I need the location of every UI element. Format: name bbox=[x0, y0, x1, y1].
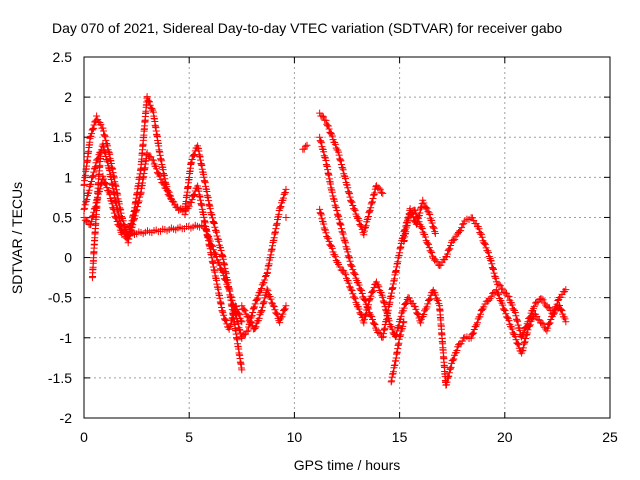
series-trace3 bbox=[80, 172, 290, 342]
x-axis-label: GPS time / hours bbox=[294, 457, 401, 473]
y-tick-label: -0.5 bbox=[48, 290, 72, 306]
x-tick-label: 25 bbox=[602, 429, 618, 445]
y-tick-label: -2 bbox=[60, 410, 73, 426]
grid bbox=[84, 57, 610, 418]
x-tick-label: 10 bbox=[287, 429, 303, 445]
chart-title: Day 070 of 2021, Sidereal Day-to-day VTE… bbox=[52, 20, 562, 36]
x-tick-label: 15 bbox=[392, 429, 408, 445]
series-trace1 bbox=[80, 93, 246, 333]
series-trace12 bbox=[400, 196, 439, 246]
x-tick-label: 20 bbox=[497, 429, 513, 445]
series-trace11 bbox=[387, 318, 408, 386]
data-marks bbox=[80, 93, 570, 389]
series-trace6 bbox=[282, 213, 290, 221]
y-tick-label: -1 bbox=[60, 330, 73, 346]
y-tick-label: 0 bbox=[64, 250, 72, 266]
series-trace5 bbox=[238, 285, 290, 333]
y-tick-label: 1 bbox=[64, 169, 72, 185]
series-trace7 bbox=[299, 141, 311, 153]
y-tick-label: -1.5 bbox=[48, 370, 72, 386]
axis-ticks: 0 5 10 15 20 25 -2 -1.5 -1 -0.5 0 0.5 1 1.5 2 2.5 bbox=[48, 49, 618, 445]
x-tick-label: 0 bbox=[80, 429, 88, 445]
y-tick-label: 2.5 bbox=[53, 49, 73, 65]
y-tick-label: 0.5 bbox=[53, 209, 73, 225]
series-trace10 bbox=[316, 205, 570, 389]
series-trace4 bbox=[88, 149, 105, 282]
series-trace8 bbox=[316, 109, 387, 239]
y-tick-label: 1.5 bbox=[53, 129, 73, 145]
y-axis-label: SDTVAR / TECUs bbox=[9, 182, 25, 294]
plot-frame bbox=[83, 56, 611, 419]
x-tick-label: 5 bbox=[185, 429, 193, 445]
y-tick-label: 2 bbox=[64, 89, 72, 105]
